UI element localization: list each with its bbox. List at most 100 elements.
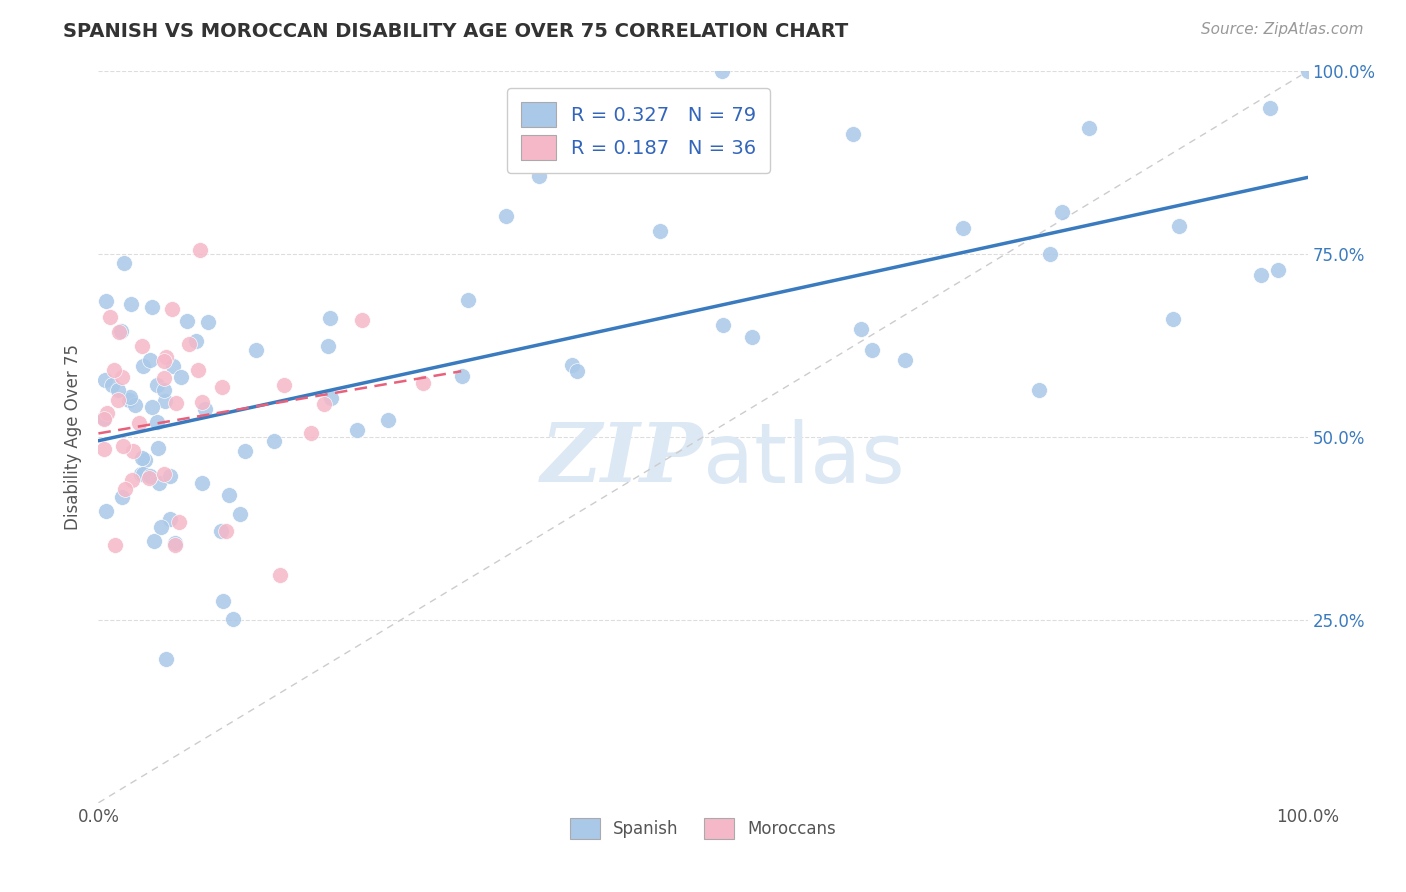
Point [160,302,183,317]
Legend: Spanish, Moroccans: Spanish, Moroccans [564,811,842,846]
Point [412,376,434,390]
Point [191,476,214,491]
Point [143,534,166,549]
Point [1050,205,1073,219]
Point [153,353,176,368]
Point [849,322,872,336]
Point [139,352,162,367]
Text: SPANISH VS MOROCCAN DISABILITY AGE OVER 75 CORRELATION CHART: SPANISH VS MOROCCAN DISABILITY AGE OVER … [63,22,848,41]
Point [94,373,117,387]
Point [93,411,115,425]
Point [211,379,233,393]
Point [107,392,129,407]
Point [211,594,233,608]
Point [132,467,155,482]
Point [1168,219,1191,233]
Point [952,221,974,235]
Point [118,390,141,404]
Point [108,325,131,339]
Point [1258,101,1281,115]
Point [146,441,169,455]
Point [194,401,217,416]
Point [111,439,134,453]
Point [155,652,177,666]
Point [159,512,181,526]
Point [145,415,167,429]
Text: atlas: atlas [703,418,904,500]
Point [152,383,174,397]
Point [112,256,135,270]
Point [229,507,252,521]
Point [529,169,551,184]
Point [299,425,322,440]
Point [350,312,373,326]
Point [139,468,162,483]
Point [650,224,672,238]
Point [177,337,200,351]
Point [103,362,125,376]
Point [110,324,132,338]
Point [741,330,763,344]
Point [1078,120,1101,135]
Point [131,451,153,466]
Point [114,482,136,496]
Point [121,473,143,487]
Point [101,377,124,392]
Point [159,468,181,483]
Point [165,535,187,549]
Point [141,400,163,414]
Point [319,391,342,405]
Point [153,371,176,385]
Point [107,383,129,397]
Point [1163,312,1185,326]
Point [1267,262,1289,277]
Point [711,64,734,78]
Point [312,396,335,410]
Point [134,453,156,467]
Point [124,398,146,412]
Point [565,363,588,377]
Point [191,395,214,409]
Text: ZIP: ZIP [540,419,703,499]
Point [132,359,155,374]
Point [120,297,142,311]
Point [197,315,219,329]
Point [129,467,152,481]
Point [176,313,198,327]
Point [131,339,153,353]
Point [148,475,170,490]
Point [169,515,191,529]
Point [150,520,173,534]
Point [165,396,187,410]
Point [94,504,117,518]
Point [319,311,342,326]
Point [316,339,339,353]
Point [451,368,474,383]
Point [215,524,238,538]
Point [152,467,174,481]
Point [122,444,145,458]
Point [128,417,150,431]
Point [1250,268,1272,282]
Point [93,411,115,425]
Point [457,293,479,307]
Point [104,537,127,551]
Point [263,434,285,448]
Point [561,358,583,372]
Point [138,471,160,485]
Point [221,612,243,626]
Point [98,310,121,325]
Point [711,318,734,333]
Text: Source: ZipAtlas.com: Source: ZipAtlas.com [1201,22,1364,37]
Point [842,128,865,142]
Point [93,442,115,456]
Point [118,392,141,407]
Point [894,352,917,367]
Y-axis label: Disability Age Over 75: Disability Age Over 75 [65,344,83,530]
Point [163,538,186,552]
Point [218,488,240,502]
Point [184,334,207,348]
Point [860,343,883,357]
Point [141,300,163,314]
Point [273,377,295,392]
